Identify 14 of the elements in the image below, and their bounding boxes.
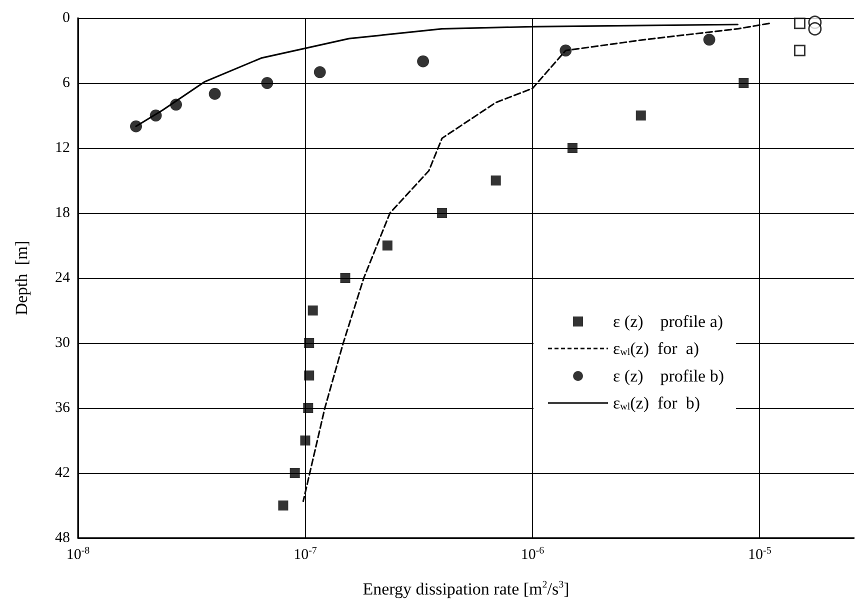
- y-tick-label: 42: [55, 465, 70, 481]
- y-tick-label: 48: [55, 530, 70, 546]
- legend-label: ε (z) profile a): [613, 312, 724, 331]
- y-tick-label: 24: [55, 270, 70, 286]
- legend-label: εwl(z) for b): [613, 394, 700, 412]
- y-tick-label: 6: [62, 75, 70, 91]
- y-tick-label: 18: [55, 205, 70, 221]
- y-axis-title: Depth [m]: [12, 240, 31, 316]
- y-tick-label: 36: [55, 400, 70, 416]
- y-tick-label: 12: [55, 140, 70, 156]
- legend-label: ε (z) profile b): [613, 366, 724, 386]
- legend-label: εwl(z) for a): [613, 339, 700, 358]
- y-tick-label: 30: [55, 335, 70, 351]
- y-tick-label: 0: [62, 10, 70, 26]
